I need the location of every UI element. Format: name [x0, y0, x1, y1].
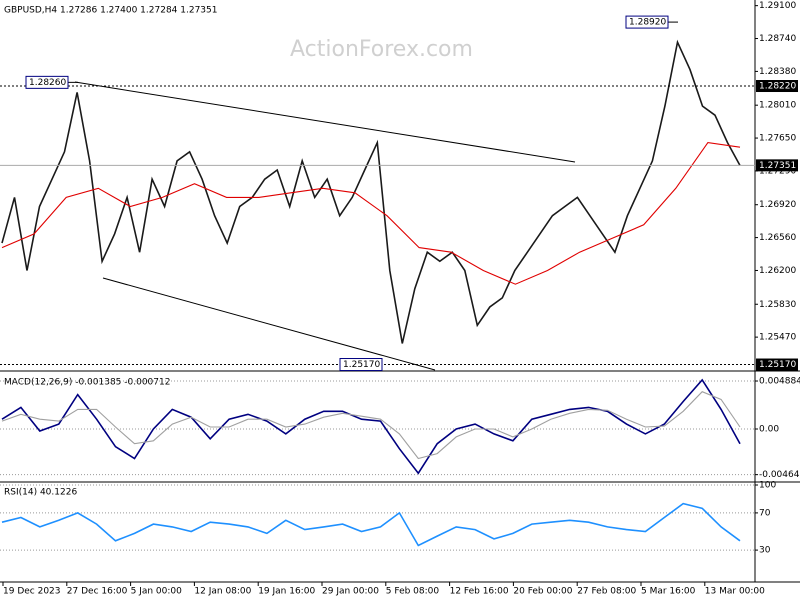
peak-label: 1.28920	[629, 18, 666, 28]
x-tick-label: 13 Mar 00:00	[705, 587, 765, 597]
x-tick-label: 27 Feb 08:00	[577, 587, 636, 597]
y-tick-label: 0.00	[759, 425, 779, 435]
trend-line	[74, 81, 576, 163]
y-tick-label: 100	[759, 481, 776, 491]
peak-box	[625, 15, 669, 29]
price-tag-label: 1.25170	[759, 360, 796, 370]
price-tag-label: 1.28220	[759, 82, 796, 92]
x-tick-label: 29 Jan 00:00	[322, 587, 379, 597]
price-tag	[756, 80, 798, 93]
rsi-title: RSI(14) 40.1226	[4, 488, 77, 498]
y-tick-label: 70	[759, 508, 771, 518]
peak-label: 1.28260	[29, 78, 66, 88]
price-title: GBPUSD,H4 1.27286 1.27400 1.27284 1.2735…	[4, 6, 217, 16]
x-tick-label: 20 Feb 00:00	[513, 587, 572, 597]
y-tick-label: 1.27290	[759, 166, 796, 176]
series-line	[1, 378, 741, 475]
y-tick-label: 1.29100	[759, 1, 796, 11]
x-tick-label: 5 Feb 08:00	[386, 587, 440, 597]
x-tick-label: 5 Mar 16:00	[641, 587, 696, 597]
y-tick-label: 1.27650	[759, 134, 796, 144]
y-tick-label: 1.26920	[759, 200, 796, 210]
price-tag	[756, 358, 798, 371]
x-tick-label: 19 Jan 16:00	[258, 587, 315, 597]
series-line	[1, 391, 741, 460]
y-tick-label: 1.25470	[759, 333, 796, 343]
series-line	[1, 142, 741, 285]
y-tick-label: 1.28380	[759, 67, 796, 77]
y-tick-label: 0.004884	[759, 377, 800, 387]
y-tick-label: 1.26200	[759, 266, 796, 276]
y-tick-label: 30	[759, 546, 771, 556]
x-tick-label: 12 Jan 08:00	[194, 587, 251, 597]
trend-line	[102, 277, 436, 371]
peak-box	[339, 358, 383, 372]
series-line	[1, 502, 741, 547]
y-tick-label: 1.25830	[759, 300, 796, 310]
y-tick-label: 1.28010	[759, 101, 796, 111]
x-tick-label: 5 Jan 00:00	[131, 587, 183, 597]
y-tick-label: -0.004645	[759, 470, 800, 480]
price-tag-label: 1.27351	[759, 161, 796, 171]
x-tick-label: 12 Feb 16:00	[450, 587, 509, 597]
y-tick-label: 1.26560	[759, 233, 796, 243]
peak-box	[25, 75, 69, 89]
price-tag	[756, 159, 798, 172]
y-tick-label: 1.28740	[759, 34, 796, 44]
x-tick-label: 27 Dec 16:00	[67, 587, 128, 597]
x-tick-label: 19 Dec 2023	[3, 587, 61, 597]
macd-title: MACD(12,26,9) -0.001385 -0.000712	[4, 378, 170, 388]
peak-label: 1.25170	[343, 360, 380, 370]
watermark: ActionForex.com	[290, 37, 473, 62]
